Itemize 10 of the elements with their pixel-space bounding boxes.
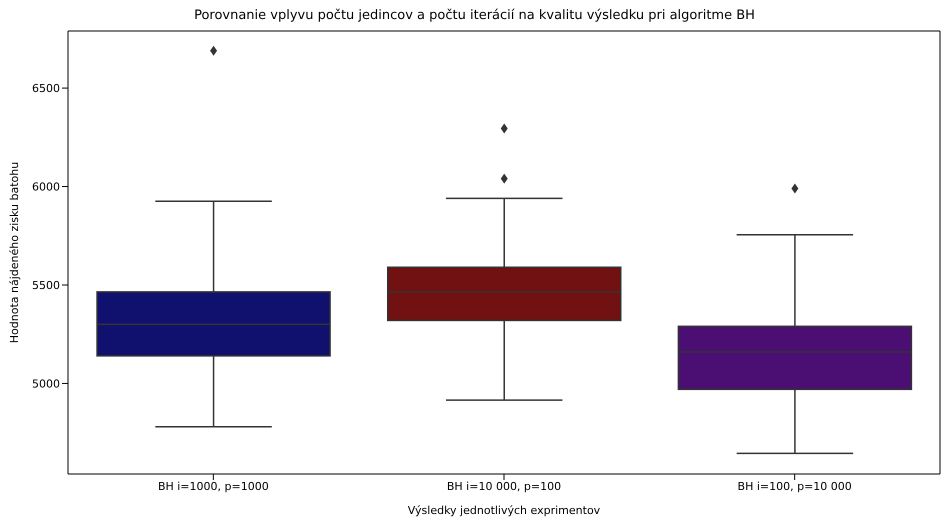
y-tick-label: 6000 [32,180,60,194]
y-axis-title: Hodnota nájdeného zisku batohu [8,162,21,344]
x-tick-label: BH i=10 000, p=100 [446,480,562,493]
x-tick-label: BH i=100, p=10 000 [738,480,852,493]
chart-title: Porovnanie vplyvu počtu jedincov a počtu iterácií na kvalitu výsledku pri algoritme BH [193,8,756,25]
y-tick-label: 6500 [32,82,60,96]
x-tick-label: BH i=1000, p=1000 [158,480,269,493]
y-tick-label: 5000 [32,377,60,390]
y-tick-label: 5500 [32,278,60,292]
x-axis-title: Výsledky jednotlivých exprimentov [408,504,601,517]
